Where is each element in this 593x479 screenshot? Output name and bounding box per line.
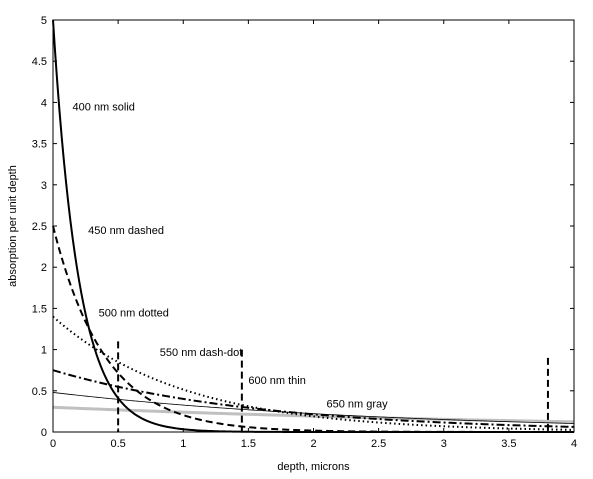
x-tick-label: 4 — [571, 438, 577, 450]
annotation-label: 550 nm dash-dot — [160, 347, 243, 359]
y-tick-label: 1 — [41, 345, 47, 357]
x-axis-title: depth, microns — [277, 461, 350, 473]
annotation-label: 450 nm dashed — [88, 225, 164, 237]
x-tick-label: 2 — [310, 438, 316, 450]
x-axis: 0 0.5 1 1.5 2 2.5 3 3.5 4 — [50, 20, 577, 450]
annotation-label: 500 nm dotted — [99, 308, 169, 320]
y-tick-label: 3.5 — [32, 139, 47, 151]
series-line-3 — [52, 369, 575, 428]
annotation-label: 650 nm gray — [327, 398, 389, 410]
series-line-1 — [52, 225, 574, 433]
y-axis: 0 0.5 1 1.5 2 2.5 3 3.5 4 4.5 5 — [32, 15, 574, 439]
y-tick-label: 4.5 — [32, 56, 47, 68]
annotation-label: 400 nm solid — [73, 102, 135, 114]
y-tick-label: 1.5 — [32, 303, 47, 315]
x-tick-label: 0 — [50, 438, 56, 450]
x-tick-label: 0.5 — [110, 438, 125, 450]
series-line-4 — [52, 392, 575, 424]
depth-markers — [117, 341, 549, 432]
x-tick-label: 1 — [180, 438, 186, 450]
y-tick-label: 0.5 — [32, 386, 47, 398]
x-tick-label: 3.5 — [501, 438, 516, 450]
series-line-2 — [52, 315, 575, 431]
y-axis-title: absorption per unit depth — [7, 165, 19, 287]
x-tick-label: 1.5 — [241, 438, 256, 450]
y-tick-label: 5 — [41, 15, 47, 27]
y-tick-label: 2.5 — [32, 221, 47, 233]
x-tick-label: 2.5 — [371, 438, 386, 450]
curve-annotations: 400 nm solid 450 nm dashed 500 nm dotted 55… — [73, 102, 389, 411]
annotation-label: 600 nm thin — [248, 375, 305, 387]
y-tick-label: 2 — [41, 262, 47, 274]
x-tick-label: 3 — [441, 438, 447, 450]
y-tick-label: 0 — [41, 427, 47, 439]
y-tick-label: 3 — [41, 180, 47, 192]
y-tick-label: 4 — [41, 97, 47, 109]
series-line-5 — [52, 405, 575, 424]
